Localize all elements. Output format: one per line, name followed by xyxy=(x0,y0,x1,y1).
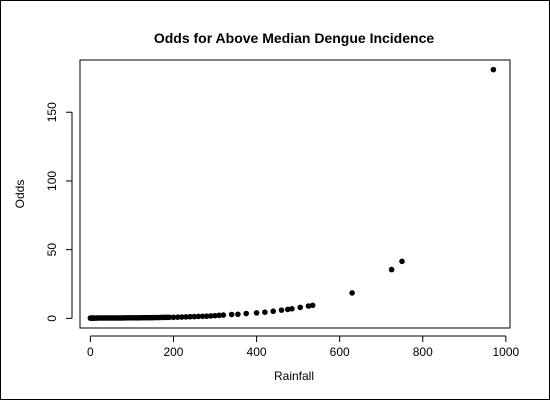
data-point xyxy=(208,313,214,319)
data-point xyxy=(216,312,222,319)
data-point xyxy=(228,311,235,318)
data-point xyxy=(388,266,395,273)
data-point xyxy=(309,302,316,309)
chart-title: Odds for Above Median Dengue Incidence xyxy=(154,30,435,46)
data-point xyxy=(253,310,260,316)
plot-area-box xyxy=(79,59,511,329)
data-point xyxy=(170,314,177,321)
data-point xyxy=(284,306,291,313)
data-point xyxy=(289,305,295,312)
y-axis-label: Odds xyxy=(13,180,27,209)
x-tick-label: 1000 xyxy=(492,345,519,359)
data-point xyxy=(243,310,249,317)
x-axis-label: Rainfall xyxy=(274,369,314,383)
data-point xyxy=(195,313,202,320)
data-point xyxy=(166,314,173,321)
data-point xyxy=(174,314,181,320)
data-point xyxy=(191,313,198,320)
data-point xyxy=(187,313,193,320)
data-point xyxy=(178,314,185,320)
y-tick-label: 100 xyxy=(45,171,59,191)
data-point xyxy=(235,311,241,318)
data-point xyxy=(399,258,405,265)
data-point xyxy=(305,303,312,309)
x-axis: 0 200 400 600 800 1000 xyxy=(87,335,520,359)
data-point xyxy=(199,313,206,320)
y-tick-label: 0 xyxy=(45,315,59,322)
x-tick-label: 400 xyxy=(247,345,267,359)
data-point xyxy=(212,312,218,319)
data-point xyxy=(297,304,303,311)
x-tick-label: 200 xyxy=(163,345,183,359)
data-point xyxy=(203,313,210,319)
y-axis: 0 50 100 150 xyxy=(45,102,73,322)
x-tick-label: 600 xyxy=(330,345,350,359)
y-tick-label: 150 xyxy=(45,102,59,122)
data-point xyxy=(490,66,497,73)
x-tick-label: 800 xyxy=(413,345,433,359)
data-point xyxy=(220,312,227,318)
data-point xyxy=(278,307,285,313)
data-point xyxy=(349,290,355,296)
y-tick-label: 50 xyxy=(45,243,59,257)
data-point xyxy=(270,308,276,315)
data-point xyxy=(262,309,268,315)
x-tick-label: 0 xyxy=(87,345,94,359)
data-points xyxy=(87,66,497,321)
data-point xyxy=(183,314,189,320)
